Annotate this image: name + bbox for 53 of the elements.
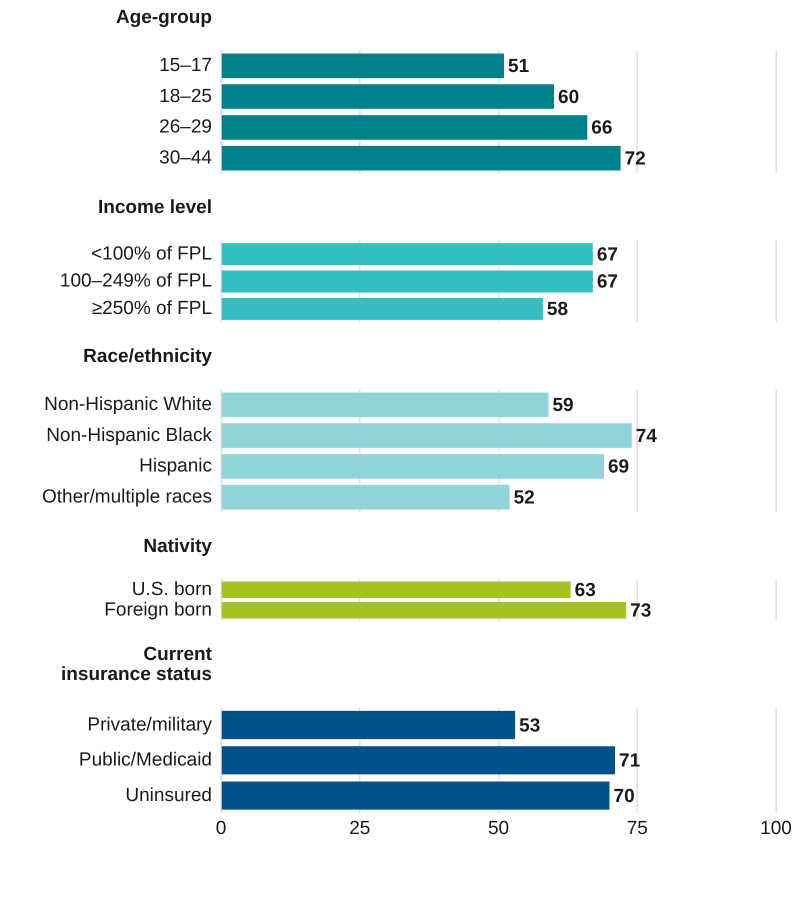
- data-label: 58: [546, 299, 568, 320]
- y-tick-label: 26–29: [159, 116, 212, 138]
- chart-title: Age-group: [114, 7, 212, 28]
- y-tick-label: Public/Medicaid: [78, 750, 212, 771]
- y-tick-label: Uninsured: [125, 784, 212, 806]
- bar: [222, 781, 610, 810]
- y-tick-label: 18–25: [159, 86, 212, 107]
- chart-title: Current insurance status: [60, 644, 212, 685]
- data-label: 72: [624, 148, 646, 170]
- data-label: 53: [519, 715, 540, 736]
- data-label: 63: [574, 580, 596, 601]
- y-tick-label: ≥250% of FPL: [92, 298, 212, 320]
- data-label: 73: [630, 600, 652, 622]
- bar: [222, 53, 504, 78]
- bar: [222, 746, 616, 774]
- data-label: 70: [614, 786, 635, 807]
- bar: [222, 146, 621, 171]
- data-label: 69: [608, 456, 630, 478]
- x-tick-label: 75: [626, 818, 648, 839]
- chart-title: Race/ethnicity: [82, 346, 212, 367]
- x-tick-label: 0: [216, 818, 226, 839]
- data-label: 74: [636, 426, 658, 447]
- y-tick-label: Non-Hispanic Black: [46, 424, 212, 446]
- y-tick-label: <100% of FPL: [91, 243, 212, 264]
- data-label: 52: [514, 487, 535, 508]
- data-label: 59: [552, 395, 574, 416]
- bar: [222, 484, 510, 510]
- bar: [222, 392, 548, 418]
- bar: [222, 115, 588, 140]
- y-tick-label: Hispanic: [139, 456, 212, 477]
- x-tick-label: 50: [488, 818, 510, 839]
- x-tick-label: 100: [760, 818, 792, 839]
- y-tick-label: Foreign born: [104, 600, 212, 621]
- y-tick-label: U.S. born: [132, 578, 212, 600]
- x-tick-label: 25: [349, 818, 370, 839]
- data-label: 67: [596, 244, 618, 266]
- bar: [222, 710, 516, 740]
- y-tick-label: Other/multiple races: [42, 486, 212, 508]
- bar: [222, 454, 604, 479]
- y-tick-label: 15–17: [159, 55, 212, 76]
- data-label: 60: [558, 86, 580, 108]
- y-tick-label: Private/military: [87, 714, 212, 736]
- data-label: 67: [596, 272, 618, 293]
- data-label: 51: [508, 56, 530, 78]
- y-tick-label: 30–44: [159, 147, 212, 168]
- chart-title: Income level: [96, 197, 212, 218]
- data-label: 66: [591, 118, 612, 139]
- data-label: 71: [619, 750, 641, 772]
- bar: [222, 423, 632, 448]
- chart-title: Nativity: [142, 536, 212, 557]
- y-tick-label: Non-Hispanic White: [44, 394, 212, 416]
- y-tick-label: 100–249% of FPL: [60, 270, 212, 292]
- bar: [222, 84, 554, 109]
